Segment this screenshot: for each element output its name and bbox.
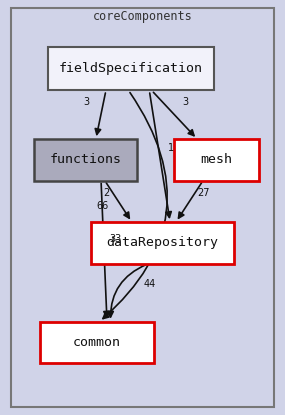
Text: 3: 3 (183, 97, 189, 107)
Text: 1: 1 (168, 143, 174, 153)
Text: 44: 44 (144, 279, 156, 289)
FancyBboxPatch shape (48, 46, 214, 90)
FancyBboxPatch shape (91, 222, 234, 264)
FancyArrowPatch shape (178, 183, 201, 218)
Text: functions: functions (50, 153, 121, 166)
FancyBboxPatch shape (40, 322, 154, 363)
FancyArrowPatch shape (101, 183, 109, 317)
Text: 2: 2 (104, 188, 110, 198)
Text: coreComponents: coreComponents (93, 10, 192, 23)
Text: 27: 27 (198, 188, 210, 198)
FancyArrowPatch shape (108, 265, 146, 317)
FancyArrowPatch shape (103, 93, 167, 319)
FancyArrowPatch shape (150, 93, 171, 217)
FancyBboxPatch shape (11, 8, 274, 407)
Text: common: common (73, 336, 121, 349)
Text: 66: 66 (96, 201, 109, 211)
FancyArrowPatch shape (153, 92, 194, 136)
FancyArrowPatch shape (95, 93, 105, 134)
Text: mesh: mesh (201, 153, 233, 166)
Text: 3: 3 (84, 97, 90, 107)
FancyBboxPatch shape (34, 139, 137, 181)
Text: dataRepository: dataRepository (107, 236, 218, 249)
FancyBboxPatch shape (174, 139, 259, 181)
Text: fieldSpecification: fieldSpecification (59, 62, 203, 75)
FancyArrowPatch shape (106, 183, 129, 218)
Text: 33: 33 (109, 234, 121, 244)
